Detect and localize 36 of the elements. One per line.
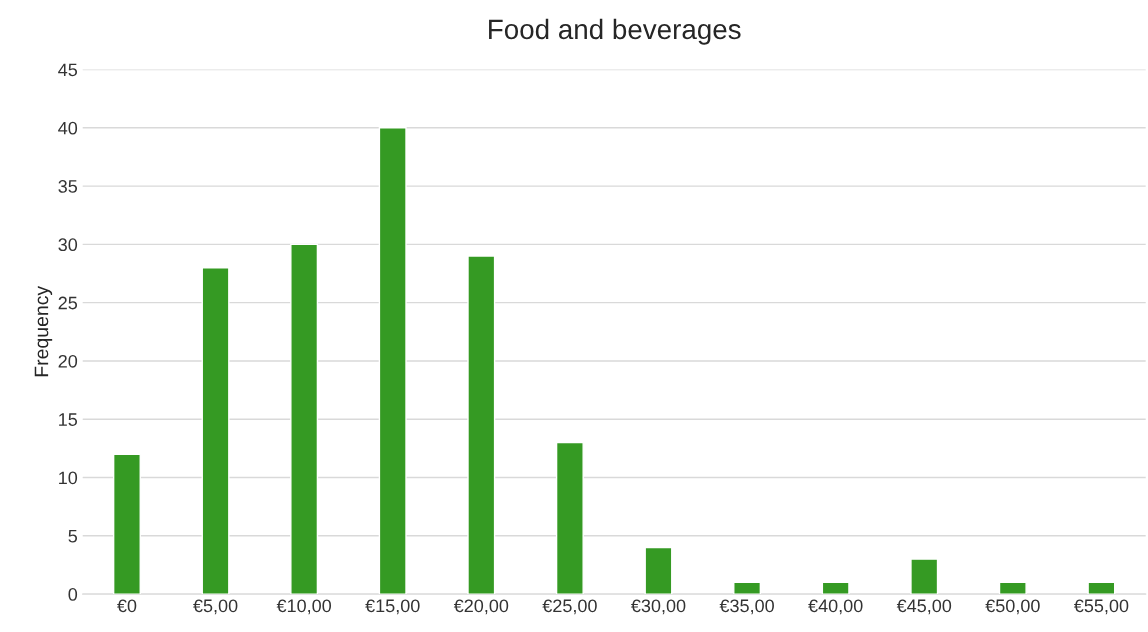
- y-tick-label: 30: [58, 238, 78, 252]
- bar: [201, 266, 230, 595]
- bar: [733, 581, 762, 595]
- bar: [290, 243, 319, 595]
- bar: [467, 255, 496, 595]
- bar: [378, 127, 407, 595]
- y-tick-label: 0: [68, 588, 78, 601]
- bar: [555, 441, 584, 595]
- x-tick-label: €35,00: [719, 599, 774, 615]
- bar: [910, 558, 939, 595]
- y-tick-label: 25: [58, 296, 78, 310]
- x-tick-label: €40,00: [808, 599, 863, 615]
- y-axis-title: Frequency: [34, 285, 53, 377]
- chart-title: Food and beverages: [489, 18, 741, 45]
- x-tick-label: €45,00: [896, 599, 952, 615]
- x-tick-label: €25,00: [542, 599, 597, 615]
- y-tick-label: 40: [58, 121, 78, 135]
- x-tick-label: €20,00: [453, 599, 509, 615]
- x-tick-label: €15,00: [365, 599, 420, 615]
- bar: [1087, 581, 1116, 595]
- x-tick-label: €30,00: [631, 599, 686, 615]
- bar: [821, 581, 850, 595]
- bar: [998, 581, 1027, 595]
- y-tick-label: 35: [58, 180, 78, 193]
- y-tick-label: 5: [68, 529, 78, 543]
- x-tick-label: €10,00: [276, 599, 332, 615]
- y-tick-label: 10: [59, 471, 78, 485]
- x-tick-label: €5,00: [193, 599, 238, 615]
- bar: [112, 453, 141, 595]
- y-tick-label: 45: [58, 63, 78, 77]
- y-tick-label: 15: [59, 413, 78, 426]
- x-tick-label: €55,00: [1073, 599, 1129, 615]
- x-tick-label: €0: [117, 599, 137, 613]
- y-tick-label: 20: [58, 354, 78, 368]
- bar: [644, 546, 673, 595]
- x-tick-label: €50,00: [985, 599, 1040, 615]
